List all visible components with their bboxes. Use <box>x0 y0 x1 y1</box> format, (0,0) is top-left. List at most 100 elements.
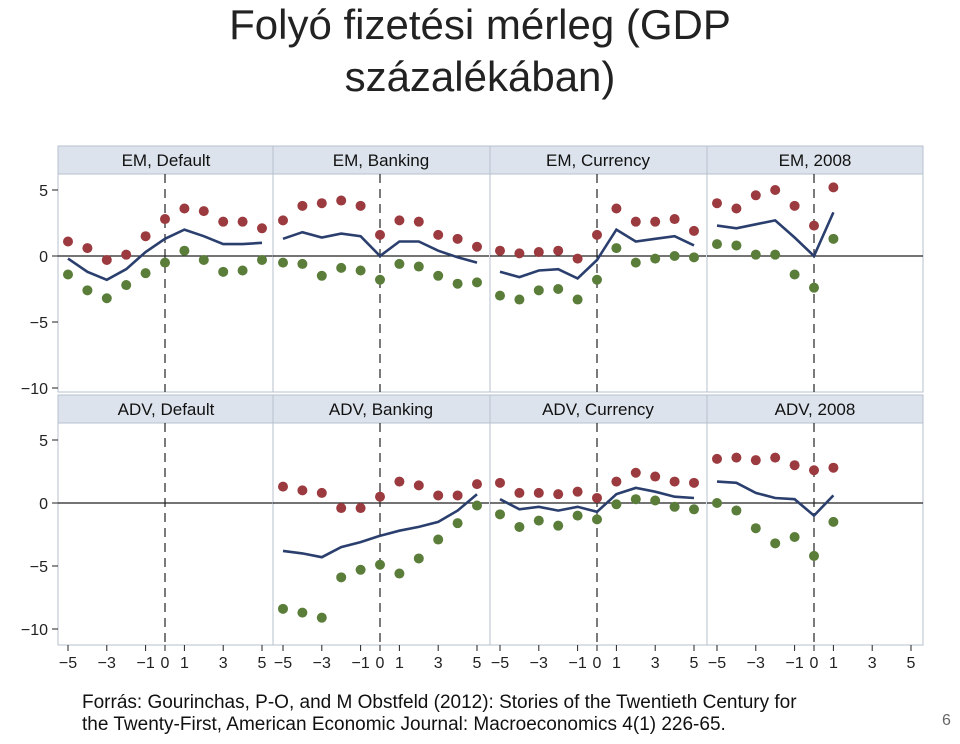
lower-band-point <box>63 269 73 280</box>
upper-band-point <box>297 200 308 211</box>
upper-band-point <box>375 491 385 502</box>
lower-band-point <box>394 568 405 579</box>
x-tick-label: −3 <box>313 655 331 672</box>
upper-band-point <box>179 203 190 214</box>
upper-band-point <box>394 476 405 487</box>
upper-band-point <box>731 452 742 463</box>
upper-band-point <box>689 225 699 236</box>
lower-band-point <box>731 240 742 251</box>
panel-title: ADV, 2008 <box>775 400 856 419</box>
lower-band-point <box>218 266 229 277</box>
lower-band-point <box>809 282 819 293</box>
lower-band-point <box>750 249 761 260</box>
panel-title: EM, 2008 <box>779 151 852 170</box>
lower-band-point <box>514 294 525 305</box>
upper-band-point <box>278 481 288 492</box>
x-tick-label: −3 <box>98 655 116 672</box>
upper-band-point <box>731 203 742 214</box>
lower-band-point <box>472 500 482 511</box>
lower-band-point <box>731 505 742 516</box>
x-tick-label: 1 <box>180 655 189 672</box>
slide-title-line2: százalékában) <box>344 53 616 100</box>
mid-series-line <box>499 227 695 280</box>
mid-series-line <box>67 228 263 282</box>
upper-band-point <box>689 477 699 488</box>
upper-band-point <box>789 200 800 211</box>
lower-band-point <box>160 257 170 268</box>
x-tick-label: 3 <box>434 655 443 672</box>
mid-series-line <box>716 211 835 259</box>
lower-band-point <box>828 233 839 244</box>
mid-series-line <box>282 493 478 559</box>
upper-band-point <box>472 479 482 490</box>
upper-band-point <box>572 486 583 497</box>
x-tick-label: 0 <box>810 655 819 672</box>
x-tick-label: 1 <box>395 655 404 672</box>
upper-band-point <box>160 214 170 225</box>
panel-title: ADV, Banking <box>329 400 433 419</box>
x-tick-label: 3 <box>868 655 877 672</box>
upper-band-point <box>140 231 151 242</box>
lower-band-point <box>278 257 288 268</box>
y-tick-label: 0 <box>39 249 48 266</box>
x-tick-label: 0 <box>593 655 602 672</box>
upper-band-point <box>413 480 424 491</box>
lower-band-point <box>198 254 209 265</box>
lower-band-point <box>179 245 190 256</box>
upper-band-point <box>336 195 347 206</box>
lower-band-point <box>789 269 800 280</box>
upper-band-point <box>101 254 112 265</box>
lower-band-point <box>553 520 564 531</box>
x-tick-label: 0 <box>161 655 170 672</box>
upper-band-point <box>355 200 366 211</box>
upper-band-point <box>770 452 781 463</box>
lower-band-point <box>355 265 366 276</box>
upper-band-point <box>514 248 525 259</box>
lower-band-point <box>297 258 308 269</box>
upper-band-point <box>433 229 444 240</box>
x-tick-label: 1 <box>612 655 621 672</box>
upper-band-point <box>198 206 209 217</box>
lower-band-point <box>630 494 641 505</box>
lower-band-point <box>789 532 800 543</box>
upper-band-point <box>770 185 781 195</box>
x-tick-label: −5 <box>274 655 292 672</box>
upper-band-point <box>828 462 839 473</box>
y-tick-label: −5 <box>30 559 48 576</box>
lower-band-point <box>592 274 602 285</box>
upper-band-point <box>650 471 661 482</box>
upper-band-point <box>336 503 347 514</box>
upper-band-point <box>316 487 327 498</box>
y-tick-label: −10 <box>21 381 48 398</box>
x-tick-label: 3 <box>219 655 228 672</box>
upper-band-point <box>394 215 405 226</box>
lower-band-point <box>355 564 366 575</box>
page-number: 6 <box>942 712 951 729</box>
lower-band-point <box>669 251 680 261</box>
panel-title: ADV, Default <box>118 400 215 419</box>
upper-band-point <box>297 485 308 496</box>
lower-band-point <box>316 270 327 281</box>
lower-band-point <box>394 258 405 269</box>
lower-band-point <box>650 495 661 506</box>
upper-band-point <box>712 453 722 464</box>
y-tick-label: 5 <box>39 433 48 450</box>
lower-band-point <box>689 504 699 515</box>
upper-band-point <box>121 249 132 260</box>
mid-series-line <box>716 480 835 518</box>
upper-band-point <box>611 476 622 487</box>
upper-band-point <box>553 245 564 256</box>
upper-band-point <box>63 236 73 247</box>
upper-band-point <box>82 243 93 254</box>
x-tick-label: 5 <box>473 655 482 672</box>
panel-title: EM, Default <box>122 151 211 170</box>
panel-title: ADV, Currency <box>542 400 654 419</box>
lower-band-point <box>140 268 151 279</box>
x-tick-label: 5 <box>690 655 699 672</box>
lower-band-point <box>375 559 385 570</box>
lower-band-point <box>495 509 505 520</box>
upper-band-point <box>809 220 819 231</box>
lower-band-point <box>650 253 661 264</box>
lower-band-point <box>533 285 544 296</box>
